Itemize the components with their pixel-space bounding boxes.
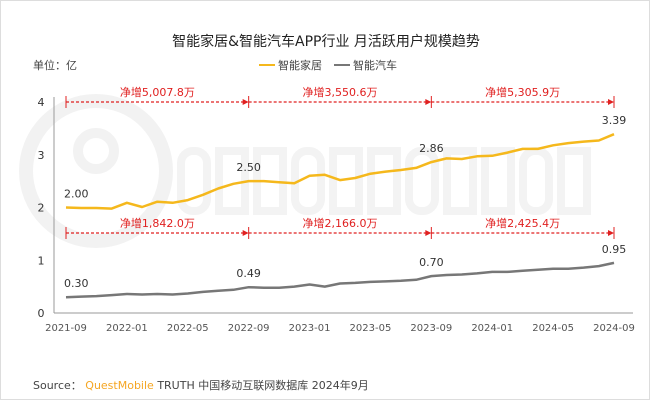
legend-item-smart-home: 智能家居 [259,57,322,73]
y-tick-label: 4 [38,96,45,109]
data-label: 0.49 [236,267,261,280]
arrow-head [242,230,249,236]
watermark-letter-shape [215,147,249,215]
x-tick-label: 2024-09 [593,323,635,334]
arrow-head [425,230,432,236]
watermark-letter-shape [177,147,211,215]
net-increase-label: 净增2,425.4万 [485,216,560,230]
y-tick-label: 2 [38,202,45,215]
watermark-logo-ring [19,94,173,248]
arrow-head [242,99,249,105]
series-line-smart-car [65,261,615,299]
legend-swatch [259,64,275,66]
source-prefix: Source： [33,379,82,392]
legend-item-smart-car: 智能汽车 [334,57,397,73]
data-label: 0.70 [419,256,444,269]
y-tick-label: 3 [38,149,45,162]
watermark-letter-shape [329,147,363,215]
data-label: 3.39 [602,114,627,127]
series-line-smart-home [65,133,615,210]
watermark-letter-shape [443,147,477,215]
source-brand: QuestMobile [85,379,154,392]
watermark-letter-shape [291,147,325,215]
data-label: 2.86 [419,142,444,155]
watermark-logo-dot [73,128,119,174]
y-tick-label: 1 [38,254,45,267]
x-tick-label: 2023-05 [350,323,392,334]
watermark-letter-shape [557,147,591,215]
arrow-head [608,99,614,105]
y-tick-label: 0 [38,307,45,320]
watermark-letter-shape [481,147,515,215]
arrow-head [425,99,432,105]
x-tick-label: 2022-01 [106,323,148,334]
net-increase-label: 净增1,842.0万 [120,216,195,230]
chart-title: 智能家居&智能汽车APP行业 月活跃用户规模趋势 [172,34,480,50]
source-text: TRUTH 中国移动互联网数据库 2024年9月 [157,379,369,392]
x-tick-label: 2023-01 [289,323,331,334]
x-tick-label: 2024-01 [471,323,513,334]
legend: 智能家居 智能汽车 [259,57,397,73]
x-tick-label: 2022-05 [167,323,209,334]
legend-swatch [334,64,350,66]
watermark-letter-shape [405,147,439,215]
data-label: 2.50 [236,161,261,174]
data-label: 0.95 [602,243,627,256]
net-increase-label: 净增5,305.9万 [485,85,560,99]
unit-label: 单位：亿 [33,59,77,72]
watermark-letter-shape [519,147,553,215]
source-note: Source： QuestMobile TRUTH 中国移动互联网数据库 202… [33,377,369,393]
x-tick-label: 2021-09 [45,323,87,334]
net-increase-label: 净增2,166.0万 [303,216,378,230]
data-label: 2.00 [64,188,89,201]
net-increase-label: 净增3,550.6万 [303,85,378,99]
watermark-letter-shape [367,147,401,215]
net-increase-label: 净增5,007.8万 [120,85,195,99]
x-tick-label: 2023-09 [410,323,452,334]
x-tick-label: 2024-05 [532,323,574,334]
data-label: 0.30 [64,277,89,290]
legend-label: 智能汽车 [353,59,397,72]
arrow-head [608,230,614,236]
legend-label: 智能家居 [278,59,322,72]
x-tick-label: 2022-09 [228,323,270,334]
